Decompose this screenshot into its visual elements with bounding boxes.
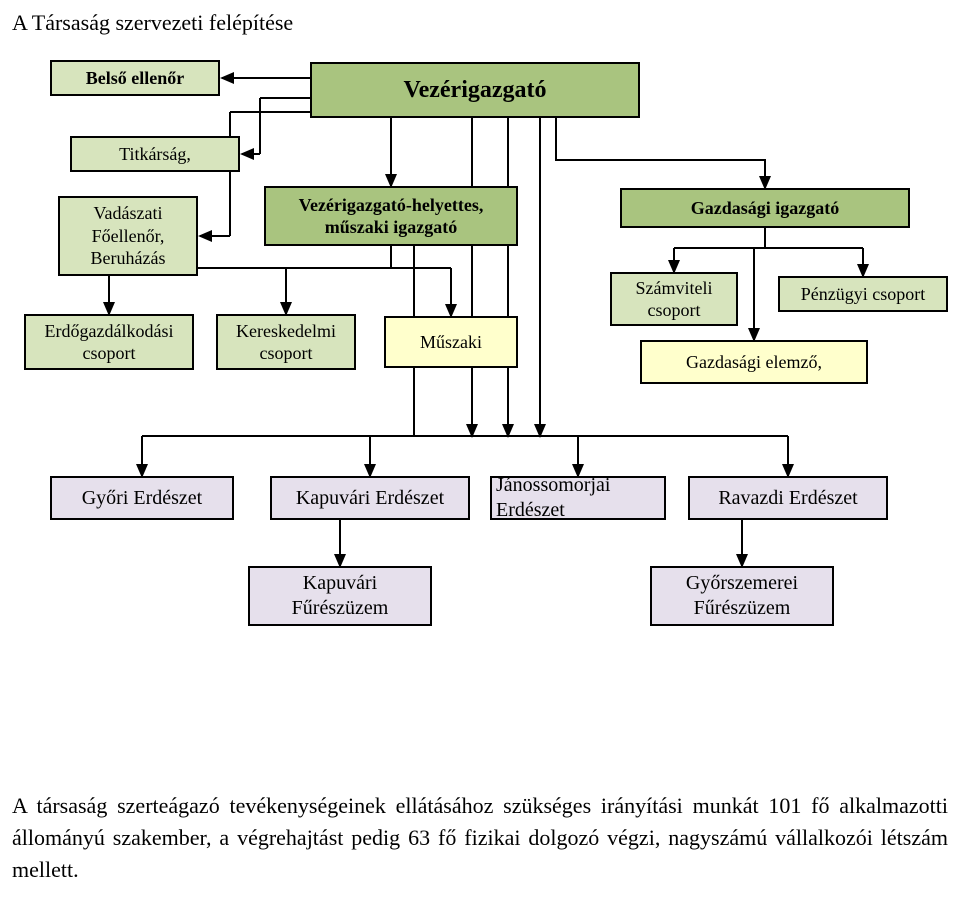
org-node-ravazdi: Ravazdi Erdészet	[688, 476, 888, 520]
org-node-line: csoport	[648, 299, 701, 322]
org-node-line: Kapuvári Erdészet	[296, 486, 444, 511]
org-node-penzugy: Pénzügyi csoport	[778, 276, 948, 312]
org-node-line: Jánossomorjai	[496, 476, 610, 498]
org-node-line: Vezérigazgató	[403, 75, 546, 105]
org-node-line: csoport	[260, 342, 313, 365]
org-node-janoss: JánossomorjaiErdészet	[490, 476, 666, 520]
org-node-gyor_fur: GyőrszemereiFűrészüzem	[650, 566, 834, 626]
org-node-line: Gazdasági igazgató	[691, 197, 840, 220]
org-node-line: Műszaki	[420, 331, 482, 354]
org-node-line: Vadászati	[94, 202, 163, 225]
body-paragraph: A társaság szerteágazó tevékenységeinek …	[12, 790, 948, 886]
org-node-ceo: Vezérigazgató	[310, 62, 640, 118]
org-node-elemzo: Gazdasági elemző,	[640, 340, 868, 384]
org-node-line: Vezérigazgató-helyettes,	[299, 194, 484, 217]
org-node-gazdig: Gazdasági igazgató	[620, 188, 910, 228]
org-node-line: Beruházás	[91, 247, 166, 270]
org-node-titkar: Titkárság,	[70, 136, 240, 172]
org-node-line: Kapuvári	[303, 571, 377, 596]
org-node-line: Belső ellenőr	[86, 67, 184, 90]
org-node-erdog: Erdőgazdálkodásicsoport	[24, 314, 194, 370]
org-node-line: Fűrészüzem	[694, 596, 791, 621]
org-node-line: Kereskedelmi	[236, 320, 336, 343]
org-node-kapuvari: Kapuvári Erdészet	[270, 476, 470, 520]
page-title: A Társaság szervezeti felépítése	[12, 10, 293, 36]
org-node-line: Fűrészüzem	[292, 596, 389, 621]
org-node-keresk: Kereskedelmicsoport	[216, 314, 356, 370]
org-node-kap_fur: KapuváriFűrészüzem	[248, 566, 432, 626]
org-node-line: műszaki igazgató	[325, 216, 458, 239]
org-node-line: Győri Erdészet	[82, 486, 203, 511]
org-node-line: Számviteli	[636, 277, 713, 300]
org-node-line: Gazdasági elemző,	[686, 351, 822, 374]
org-node-belso: Belső ellenőr	[50, 60, 220, 96]
org-node-line: csoport	[83, 342, 136, 365]
org-node-muszaki: Műszaki	[384, 316, 518, 368]
org-node-line: Erdőgazdálkodási	[45, 320, 174, 343]
org-node-muszig: Vezérigazgató-helyettes,műszaki igazgató	[264, 186, 518, 246]
org-node-line: Ravazdi Erdészet	[718, 486, 857, 511]
org-node-gyor: Győri Erdészet	[50, 476, 234, 520]
org-node-szamv: Számvitelicsoport	[610, 272, 738, 326]
org-node-line: Erdészet	[496, 498, 565, 520]
org-node-line: Titkárság,	[119, 143, 191, 166]
org-node-line: Győrszemerei	[686, 571, 798, 596]
org-node-vadasz: VadászatiFőellenőr,Beruházás	[58, 196, 198, 276]
org-node-line: Pénzügyi csoport	[801, 283, 925, 306]
org-node-line: Főellenőr,	[92, 225, 165, 248]
